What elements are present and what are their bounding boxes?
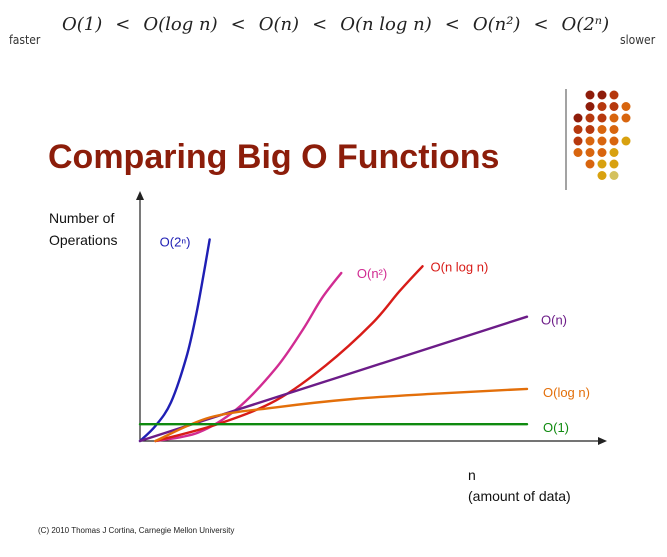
decorative-dot bbox=[621, 136, 631, 146]
series-label: O(1) bbox=[543, 420, 569, 435]
decorative-dot bbox=[585, 90, 595, 100]
decorative-dot bbox=[609, 148, 619, 157]
decorative-dot bbox=[609, 102, 619, 111]
order-term-constant: O(1) bbox=[62, 14, 103, 35]
order-term-logarithmic: O(log n) bbox=[143, 14, 218, 35]
decorative-dot bbox=[573, 148, 583, 157]
decorative-dot bbox=[585, 159, 595, 169]
decorative-dot bbox=[609, 159, 619, 169]
series-line bbox=[138, 238, 211, 443]
order-term-linearithmic: O(n log n) bbox=[340, 14, 432, 35]
decorative-dot bbox=[621, 102, 631, 111]
series-label: O(n²) bbox=[357, 266, 387, 281]
decorative-dot bbox=[609, 113, 619, 123]
decorative-dot bbox=[597, 136, 607, 146]
decorative-dot bbox=[573, 113, 583, 123]
less-than-symbol: < bbox=[444, 14, 460, 35]
slower-label: slower bbox=[620, 33, 656, 47]
series-line bbox=[154, 387, 529, 443]
y-axis-arrow-icon bbox=[136, 191, 144, 200]
decorative-dot bbox=[609, 125, 619, 134]
y-axis-label: Number of Operations bbox=[49, 207, 139, 251]
order-term-exponential: O(2ⁿ) bbox=[561, 14, 610, 35]
decorative-dot bbox=[597, 102, 607, 111]
series-line bbox=[154, 265, 424, 443]
complexity-order: O(1) < O(log n) < O(n) < O(n log n) < O(n²) < O(2ⁿ… bbox=[62, 14, 609, 35]
decorative-dot bbox=[585, 102, 595, 111]
decorative-dot bbox=[585, 148, 595, 157]
decorative-dot bbox=[597, 90, 607, 100]
faster-label: faster bbox=[9, 33, 41, 47]
decorative-dot bbox=[609, 171, 619, 180]
decorative-dot bbox=[597, 171, 607, 180]
decorative-dot bbox=[597, 148, 607, 157]
decorative-dot bbox=[573, 125, 583, 134]
decorative-dot bbox=[573, 136, 583, 146]
series-label: O(2ⁿ) bbox=[160, 234, 191, 249]
decorative-dot bbox=[621, 113, 631, 123]
series-line bbox=[154, 271, 343, 443]
less-than-symbol: < bbox=[230, 14, 246, 35]
decorative-dot-grid bbox=[573, 90, 631, 180]
copyright-credit: (C) 2010 Thomas J Cortina, Carnegie Mell… bbox=[38, 526, 235, 535]
y-axis-label-line: Operations bbox=[49, 232, 118, 248]
order-term-quadratic: O(n²) bbox=[472, 14, 521, 35]
complexity-order-row: faster O(1) < O(log n) < O(n) < O(n log n) < O(n… bbox=[0, 0, 667, 70]
y-axis-label-line: Number of bbox=[49, 210, 115, 226]
series-label: O(n) bbox=[541, 313, 567, 328]
less-than-symbol: < bbox=[115, 14, 131, 35]
decorative-divider bbox=[565, 89, 567, 190]
x-axis-arrow-icon bbox=[598, 437, 607, 445]
decorative-dot bbox=[609, 136, 619, 146]
x-axis-label-line: n bbox=[468, 467, 476, 483]
decorative-dot bbox=[609, 90, 619, 100]
series-label: O(n log n) bbox=[431, 259, 489, 274]
decorative-dot bbox=[597, 125, 607, 134]
x-axis-label: n (amount of data) bbox=[468, 465, 571, 507]
less-than-symbol: < bbox=[533, 14, 549, 35]
less-than-symbol: < bbox=[312, 14, 328, 35]
decorative-dot bbox=[585, 136, 595, 146]
order-term-linear: O(n) bbox=[258, 14, 300, 35]
series-label: O(log n) bbox=[543, 385, 590, 400]
decorative-dot bbox=[597, 113, 607, 123]
decorative-dot bbox=[585, 125, 595, 134]
decorative-dot bbox=[597, 159, 607, 169]
series-line bbox=[138, 315, 529, 443]
slide-title: Comparing Big O Functions bbox=[48, 138, 500, 176]
x-axis-label-line: (amount of data) bbox=[468, 488, 571, 504]
decorative-dot bbox=[585, 113, 595, 123]
